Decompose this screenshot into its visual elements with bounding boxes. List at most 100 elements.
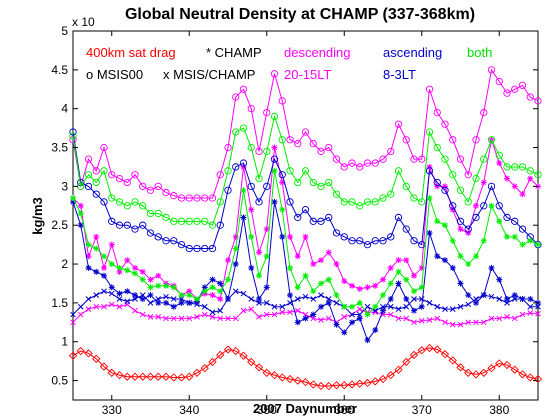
data-point [232,128,240,136]
data-point [395,280,402,287]
y-tick-label: 3 [61,179,68,193]
x-axis-label: 2007 Daynumber [253,401,357,416]
data-point [124,298,131,305]
data-point [325,249,332,256]
data-point [100,167,108,175]
data-point [70,195,76,202]
data-point [301,167,310,175]
data-point [123,178,131,187]
data-point [324,381,333,391]
data-point [527,310,534,316]
data-point [309,139,317,148]
data-point [256,300,262,306]
data-point [355,379,364,388]
data-point [402,357,411,367]
data-point [108,241,115,248]
data-point [263,284,270,291]
data-point [411,307,417,314]
data-point [496,276,503,283]
series-4 [70,198,541,344]
data-point [279,179,286,186]
data-point [465,292,472,299]
data-point [77,202,84,209]
data-point [356,299,363,306]
data-point [139,268,146,275]
data-point [386,371,395,380]
data-point [425,128,434,136]
data-point [85,253,92,260]
legend: 400km sat drag * CHAMP descending ascend… [86,45,492,82]
data-point [318,257,324,264]
legend-descending: descending [284,45,351,60]
data-point [511,233,518,240]
data-point [263,300,270,306]
data-point [270,155,279,163]
data-point [147,300,154,306]
data-point [132,296,138,302]
data-point [356,163,364,171]
data-point [263,108,271,117]
data-point [108,194,116,202]
data-point [480,237,487,244]
data-point [302,272,309,279]
data-point [147,276,154,283]
data-point [286,167,294,175]
data-point [340,233,348,241]
data-point [333,300,340,306]
data-point [503,89,511,97]
data-point [425,343,434,353]
x-tick-label: 370 [412,403,432,417]
data-point [217,296,224,303]
data-point [465,319,472,326]
data-point [503,213,511,222]
data-point [433,345,442,354]
data-point [70,319,76,326]
data-point [193,244,201,253]
data-point [449,237,456,244]
data-point [395,257,402,264]
data-point [155,296,162,302]
data-point [519,191,526,198]
data-point [178,292,185,299]
data-point [247,105,255,113]
data-point [333,261,340,268]
data-point [147,292,154,299]
data-point [363,159,372,167]
data-point [372,327,379,334]
data-point [278,97,286,105]
data-point [209,276,216,283]
data-point [534,171,542,179]
data-point [247,182,255,191]
data-point [534,97,542,105]
series-5 [69,128,542,253]
data-point [208,221,217,229]
data-point [348,237,356,245]
data-point [200,364,209,373]
data-point [239,124,248,132]
data-point [185,372,194,381]
data-point [309,217,317,225]
data-point [347,380,357,389]
data-point [518,225,527,233]
data-point [186,300,193,306]
data-point [418,303,425,310]
data-point [442,222,448,229]
data-point [116,303,123,310]
data-point [255,174,263,183]
y-axis-label: kg/m3 [30,197,45,235]
data-point [232,93,240,101]
data-point [287,300,293,306]
data-point [123,221,131,229]
data-point [155,272,162,279]
data-point [115,221,124,229]
data-point [255,147,263,156]
data-point [232,261,239,268]
data-point [69,128,77,136]
data-point [178,315,185,322]
data-point [332,381,341,390]
data-point [519,241,526,248]
data-point [279,233,286,240]
data-point [309,178,317,187]
data-point [116,268,123,275]
data-point [108,171,116,179]
